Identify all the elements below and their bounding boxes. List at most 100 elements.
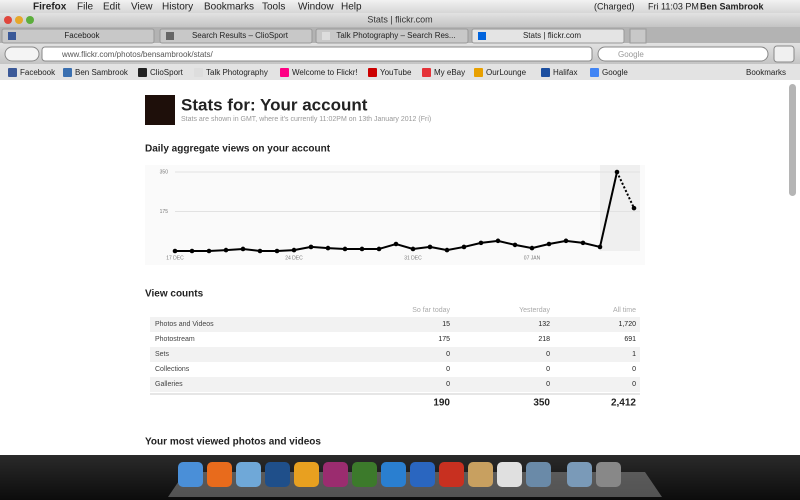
line-partial: [616, 171, 635, 209]
search-field[interactable]: [597, 46, 769, 62]
dock-icons: [178, 462, 621, 487]
table: So far today Yesterday All time Photos and …: [150, 307, 640, 409]
tab[interactable]: [1, 28, 155, 44]
home-button[interactable]: [773, 45, 795, 63]
menu-item[interactable]: History: [162, 2, 193, 13]
tab-label[interactable]: Facebook: [64, 31, 100, 40]
bookmark-icon: [590, 68, 599, 77]
tab[interactable]: [471, 28, 625, 44]
page-title: Stats for: Your account: [181, 95, 368, 114]
menu-item[interactable]: View: [131, 2, 153, 13]
tab[interactable]: [315, 28, 469, 44]
point: [529, 245, 535, 251]
bookmark[interactable]: Ben Sambrook: [75, 68, 129, 77]
cell: 1,720: [618, 321, 636, 328]
address-field[interactable]: [41, 46, 593, 62]
address-text[interactable]: www.flickr.com/photos/bensambrook/stats/: [61, 50, 214, 59]
tab-label[interactable]: Talk Photography – Search Res...: [336, 31, 455, 40]
point: [359, 246, 365, 252]
bookmark[interactable]: Talk Photography: [206, 68, 268, 77]
dock-icon[interactable]: [236, 462, 261, 487]
back-forward[interactable]: [4, 46, 40, 62]
bookmark[interactable]: Halifax: [553, 68, 577, 77]
bookmark-icon: [8, 68, 17, 77]
dock-icon[interactable]: [178, 462, 203, 487]
minimize-button[interactable]: [15, 16, 23, 24]
bookmark-icon: [541, 68, 550, 77]
bookmark[interactable]: Facebook: [20, 68, 56, 77]
bookmark-icon: [63, 68, 72, 77]
dock-icon[interactable]: [207, 462, 232, 487]
section-heading: View counts: [145, 289, 204, 300]
point: [563, 238, 569, 244]
tab-icon: [322, 32, 330, 40]
point: [274, 248, 280, 254]
tab-icon: [8, 32, 16, 40]
cell: 0: [632, 381, 636, 388]
bookmark[interactable]: Google: [602, 68, 628, 77]
content: [0, 80, 800, 455]
cell: Collections: [155, 366, 190, 373]
bookmark[interactable]: My eBay: [434, 68, 465, 77]
dock-icon[interactable]: [468, 462, 493, 487]
tab-label[interactable]: Stats | flickr.com: [523, 31, 581, 40]
point: [206, 248, 212, 254]
dock-icon[interactable]: [526, 462, 551, 487]
tab-icon: [166, 32, 174, 40]
dock-icon[interactable]: [323, 462, 348, 487]
menu-item[interactable]: Window: [298, 2, 334, 13]
cell: 15: [442, 321, 450, 328]
cell: 691: [624, 336, 636, 343]
avatar: [145, 95, 175, 125]
menu-item[interactable]: Help: [341, 2, 362, 13]
title-bar: [0, 13, 800, 27]
dock-icon[interactable]: [294, 462, 319, 487]
menu-item[interactable]: Bookmarks: [204, 2, 254, 13]
user-menu[interactable]: Ben Sambrook: [700, 1, 765, 11]
point: [427, 244, 433, 250]
dock-icon[interactable]: [439, 462, 464, 487]
menu-item[interactable]: Tools: [262, 2, 285, 13]
zoom-button[interactable]: [26, 16, 34, 24]
menubar: [0, 0, 800, 13]
menu-item[interactable]: Edit: [103, 2, 120, 13]
x-tick-label: 31 DEC: [404, 255, 422, 261]
tab[interactable]: [159, 28, 313, 44]
tab-label[interactable]: Search Results – ClioSport: [192, 31, 289, 40]
dock-icon[interactable]: [596, 462, 621, 487]
column-header: Yesterday: [519, 307, 550, 314]
bookmark-icon: [280, 68, 289, 77]
menu-item[interactable]: File: [77, 2, 94, 13]
section-heading: Your most viewed photos and videos: [145, 437, 321, 448]
window-title: Stats | flickr.com: [367, 14, 432, 24]
battery-status: (Charged): [594, 1, 635, 11]
point: [308, 244, 314, 250]
dock-icon[interactable]: [410, 462, 435, 487]
dock-icon[interactable]: [265, 462, 290, 487]
x-tick-label: 07 JAN: [524, 255, 541, 261]
page-subtitle: Stats are shown in GMT, where it's curre…: [181, 116, 431, 123]
close-button[interactable]: [4, 16, 12, 24]
point: [393, 241, 399, 247]
dock-icon[interactable]: [497, 462, 522, 487]
cell: 132: [538, 321, 550, 328]
cell: 0: [546, 381, 550, 388]
bookmark[interactable]: OurLounge: [486, 68, 527, 77]
bookmark[interactable]: Welcome to Flickr!: [292, 68, 358, 77]
new-tab[interactable]: [629, 28, 647, 44]
cell: Sets: [155, 351, 170, 358]
menu-app[interactable]: Firefox: [33, 2, 67, 13]
bookmark[interactable]: ClioSport: [150, 68, 184, 77]
scrollbar[interactable]: [789, 84, 796, 196]
point: [478, 240, 484, 246]
x-tick-label: 24 DEC: [285, 255, 303, 261]
bookmarks-menu[interactable]: Bookmarks: [746, 68, 786, 77]
dock-icon[interactable]: [567, 462, 592, 487]
point: [189, 248, 195, 254]
bookmark[interactable]: YouTube: [380, 68, 412, 77]
dock-icon[interactable]: [352, 462, 377, 487]
dock-icon[interactable]: [381, 462, 406, 487]
clock: Fri 11:03 PM: [648, 1, 699, 11]
search-placeholder[interactable]: Google: [618, 50, 644, 59]
